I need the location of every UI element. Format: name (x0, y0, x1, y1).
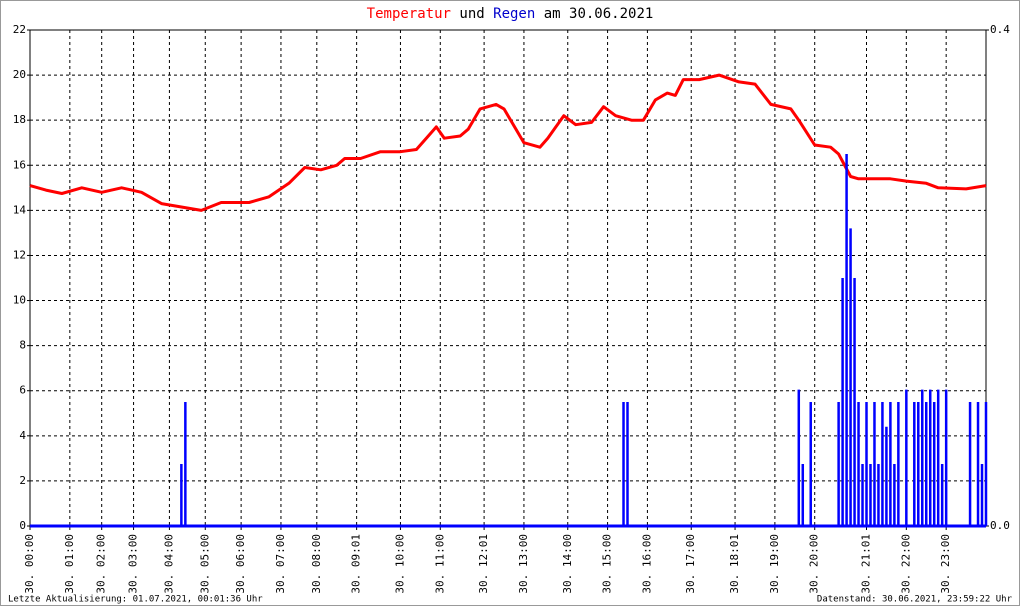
y-tick-label: 10 (13, 294, 26, 307)
x-tick-label: 30. 01:00 (63, 534, 76, 594)
footer-left: Letzte Aktualisierung: 01.07.2021, 00:01… (8, 595, 263, 605)
y-tick-label: 2 (19, 474, 26, 487)
x-tick-label: 30. 05:00 (198, 534, 211, 594)
x-tick-label: 30. 23:00 (939, 534, 952, 594)
title-part: am 30.06.2021 (544, 6, 654, 22)
x-tick-label: 30. 17:00 (684, 534, 697, 594)
y-tick-label: 4 (19, 429, 26, 442)
x-tick-label: 30. 09:01 (350, 534, 363, 594)
y-tick-label: 18 (13, 113, 26, 126)
title-part: und (459, 6, 484, 22)
y2-tick-label: 0.0 (990, 519, 1010, 532)
y-tick-label: 12 (13, 248, 26, 261)
x-tick-label: 30. 07:00 (274, 534, 287, 594)
x-tick-label: 30. 13:00 (517, 534, 530, 594)
x-tick-label: 30. 22:00 (899, 534, 912, 594)
x-tick-label: 30. 19:00 (768, 534, 781, 594)
y-tick-label: 22 (13, 23, 26, 36)
x-tick-label: 30. 11:00 (433, 534, 446, 594)
x-tick-label: 30. 06:00 (234, 534, 247, 594)
x-tick-label: 30. 18:01 (728, 534, 741, 594)
chart-title: Temperatur und Regen am 30.06.2021 (367, 6, 654, 22)
title-part: Temperatur (367, 6, 451, 22)
x-tick-label: 30. 21:01 (860, 534, 873, 594)
x-tick-label: 30. 12:01 (477, 534, 490, 594)
y-tick-label: 14 (13, 203, 27, 216)
x-tick-label: 30. 04:00 (162, 534, 175, 594)
temperature-line (29, 73, 987, 212)
x-tick-label: 30. 03:00 (127, 534, 140, 594)
title-part: Regen (493, 6, 535, 22)
y-tick-label: 20 (13, 68, 26, 81)
x-tick-label: 30. 10:00 (393, 534, 406, 594)
x-tick-label: 30. 20:00 (808, 534, 821, 594)
x-tick-label: 30. 08:00 (310, 534, 323, 594)
y-tick-label: 8 (19, 339, 26, 352)
y-tick-label: 6 (19, 384, 26, 397)
x-tick-label: 30. 02:00 (95, 534, 108, 594)
x-tick-label: 30. 14:00 (561, 534, 574, 594)
x-tick-label: 30. 16:00 (640, 534, 653, 594)
y-tick-label: 0 (19, 519, 26, 532)
y2-tick-label: 0.4 (990, 23, 1010, 36)
x-tick-label: 30. 15:00 (601, 534, 614, 594)
x-tick-label: 30. 00:00 (23, 534, 36, 594)
y-tick-label: 16 (13, 158, 26, 171)
footer-right: Datenstand: 30.06.2021, 23:59:22 Uhr (817, 595, 1013, 605)
